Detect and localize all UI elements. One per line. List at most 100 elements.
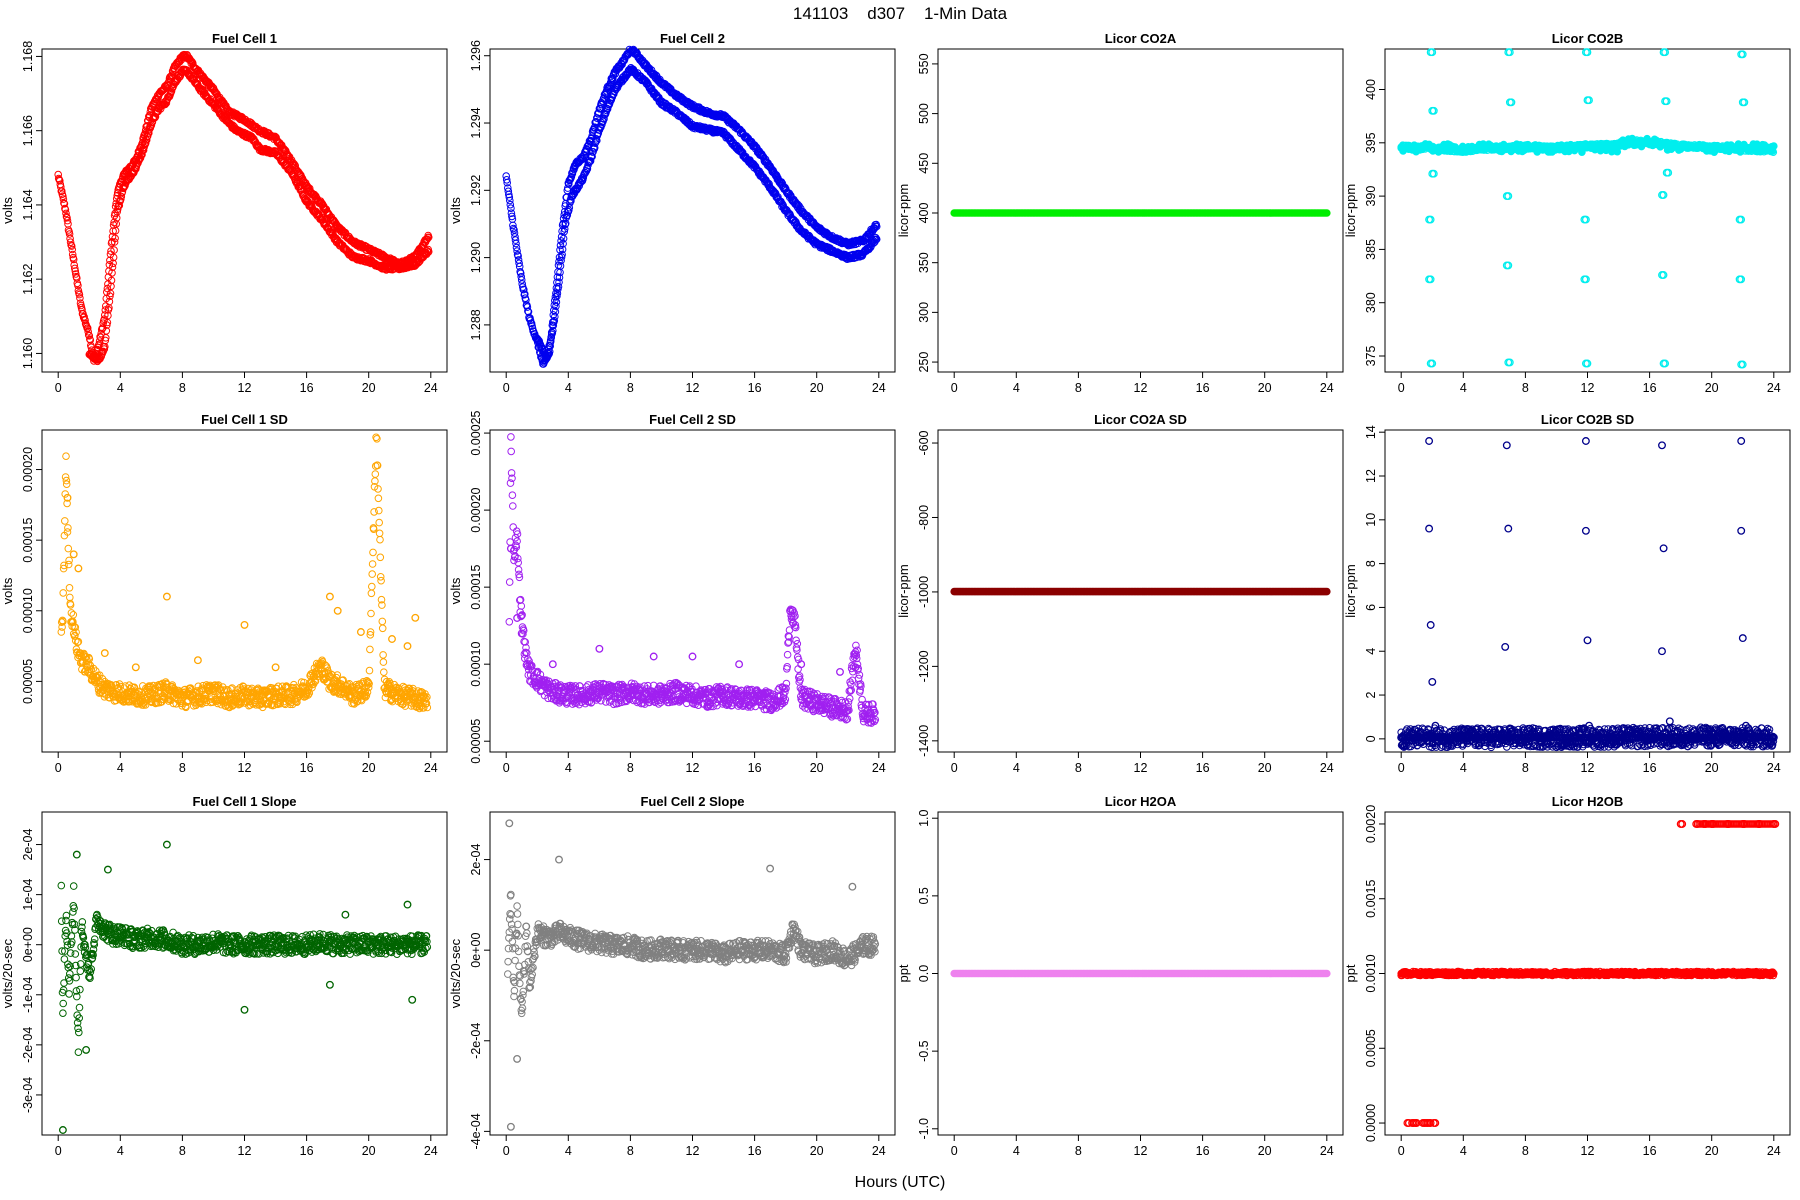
fuel-cell-1-sd-title: Fuel Cell 1 SD <box>201 412 288 427</box>
fuel-cell-1-point <box>68 250 77 259</box>
licor-co2b-y-tick-label: 385 <box>1364 239 1378 260</box>
figure-title: 141103 d307 1-Min Data <box>793 4 1008 23</box>
fuel-cell-1-sd-x-tick-label: 16 <box>300 761 314 775</box>
licor-co2b-x-tick-label: 16 <box>1643 381 1657 395</box>
licor-co2b-point <box>1613 147 1622 156</box>
fuel-cell-1-point <box>107 247 115 255</box>
fuel-cell-1-point <box>67 242 76 250</box>
fuel-cell-1-point <box>86 336 95 344</box>
licor-co2b-points <box>1397 48 1778 369</box>
licor-co2b-y-axis-label: licor-ppm <box>1343 184 1358 237</box>
fuel-cell-1-point <box>75 290 84 299</box>
fuel-cell-1-point <box>331 218 339 226</box>
fuel-cell-1-sd-point <box>375 529 384 538</box>
fuel-cell-1-sd-point <box>375 518 384 527</box>
licor-co2a-y-tick-label: 350 <box>917 252 931 273</box>
x-axis-label: Hours (UTC) <box>855 1174 946 1191</box>
fuel-cell-1-y-tick-label: 1.160 <box>21 338 35 369</box>
licor-co2b-x-tick-label: 20 <box>1705 381 1719 395</box>
licor-co2a-x-tick-label: 4 <box>1013 381 1020 395</box>
fuel-cell-1-points <box>54 50 433 366</box>
fuel-cell-1-y-tick-label: 1.162 <box>21 263 35 294</box>
fuel-cell-1-sd-points <box>57 433 432 713</box>
fuel-cell-1-point <box>63 216 72 225</box>
fuel-cell-1-sd-x-tick-label: 20 <box>362 761 376 775</box>
fuel-cell-1-point <box>60 200 69 208</box>
licor-co2b-y-tick-label: 395 <box>1364 132 1378 153</box>
licor-co2a-y-tick-label: 550 <box>917 53 931 74</box>
fuel-cell-2-x-tick-label: 24 <box>872 381 886 395</box>
fuel-cell-1-point <box>68 245 76 254</box>
licor-co2a-y-tick-label: 500 <box>917 103 931 124</box>
fuel-cell-1-sd-y-axis-label: volts <box>0 577 15 604</box>
fuel-cell-1-point <box>80 313 88 321</box>
fuel-cell-1-sd-x-tick-label: 4 <box>117 761 124 775</box>
panels-grid: Fuel Cell 1 volts 0 4 8 12 16 20 24 1.160 1.162 1.1… <box>0 31 1791 1158</box>
fuel-cell-1-sd-x-tick-label: 12 <box>238 761 252 775</box>
fuel-cell-1-sd-point <box>368 582 376 591</box>
fuel-cell-2-y-tick-label: 1.296 <box>469 40 483 71</box>
fuel-cell-2-x-tick-label: 16 <box>748 381 762 395</box>
fuel-cell-2-x-tick-label: 20 <box>810 381 824 395</box>
fuel-cell-2-y-axis-label: volts <box>448 197 463 224</box>
licor-co2a-title: Licor CO2A <box>1105 31 1177 46</box>
fuel-cell-1-sd-point <box>64 524 72 532</box>
fuel-cell-1-sd-point <box>61 517 69 525</box>
licor-co2a-y-tick-label: 450 <box>917 153 931 174</box>
fuel-cell-1-point <box>84 327 92 336</box>
fuel-cell-1-point <box>62 209 70 218</box>
fuel-cell-1-sd-x-tick-label: 0 <box>55 761 62 775</box>
fuel-cell-1-sd-point <box>67 609 76 617</box>
fuel-cell-1-x-tick-label: 20 <box>362 381 376 395</box>
fuel-cell-1-sd-point <box>378 617 387 626</box>
fuel-cell-1-point <box>83 324 92 332</box>
fuel-cell-1-sd-point <box>64 544 73 553</box>
licor-co2b-y-tick-label: 380 <box>1364 292 1378 313</box>
fuel-cell-2-points <box>502 45 881 368</box>
fuel-cell-1-point <box>76 294 84 302</box>
fuel-cell-2-y-tick-label: 1.288 <box>469 309 483 340</box>
licor-co2b-point <box>1578 148 1586 156</box>
licor-co2b-y-tick-label: 390 <box>1364 186 1378 207</box>
fuel-cell-1-point <box>70 261 78 269</box>
fuel-cell-1-sd-point <box>377 576 385 585</box>
fuel-cell-1-point <box>66 238 75 246</box>
fuel-cell-1-point <box>61 205 70 214</box>
fuel-cell-1-sd-point <box>378 624 387 633</box>
fuel-cell-1-point <box>73 274 81 282</box>
fuel-cell-1-sd-point <box>65 556 73 565</box>
licor-co2a-y-tick-label: 400 <box>917 203 931 224</box>
licor-co2a-y-axis-label: licor-ppm <box>896 184 911 237</box>
fuel-cell-1-point <box>84 331 93 339</box>
fuel-cell-1-sd-y-tick-label: 0.00010 <box>21 588 35 633</box>
licor-co2a-y-tick-label: 300 <box>917 302 931 323</box>
licor-co2b-x-tick-label: 8 <box>1522 381 1529 395</box>
fuel-cell-1-sd-point <box>370 508 378 516</box>
fuel-cell-1-sd-point <box>365 666 374 675</box>
fuel-cell-1-point <box>176 57 184 66</box>
fuel-cell-1-point <box>59 195 68 203</box>
fuel-cell-2-y-tick-label: 1.290 <box>469 242 483 273</box>
licor-co2a-x-tick-label: 8 <box>1075 381 1082 395</box>
fuel-cell-1-y-tick-label: 1.164 <box>21 189 35 220</box>
fuel-cell-1-x-tick-label: 8 <box>179 381 186 395</box>
fuel-cell-1-x-tick-label: 12 <box>238 381 252 395</box>
fuel-cell-1-y-tick-label: 1.168 <box>21 41 35 72</box>
fuel-cell-1-sd-point <box>367 609 375 618</box>
fuel-cell-1-point <box>71 267 80 275</box>
fuel-cell-1-point <box>72 270 80 278</box>
fuel-cell-1-point <box>69 255 78 264</box>
licor-co2b-point <box>1770 142 1778 150</box>
fuel-cell-1-sd-point <box>375 506 383 515</box>
fuel-cell-1-title: Fuel Cell 1 <box>212 31 277 46</box>
licor-co2a-point <box>1323 209 1331 217</box>
fuel-cell-1-point <box>109 227 117 235</box>
fuel-cell-2-title: Fuel Cell 2 <box>660 31 725 46</box>
fuel-cell-1-sd-point <box>66 593 74 602</box>
fuel-cell-1-point <box>57 183 65 191</box>
